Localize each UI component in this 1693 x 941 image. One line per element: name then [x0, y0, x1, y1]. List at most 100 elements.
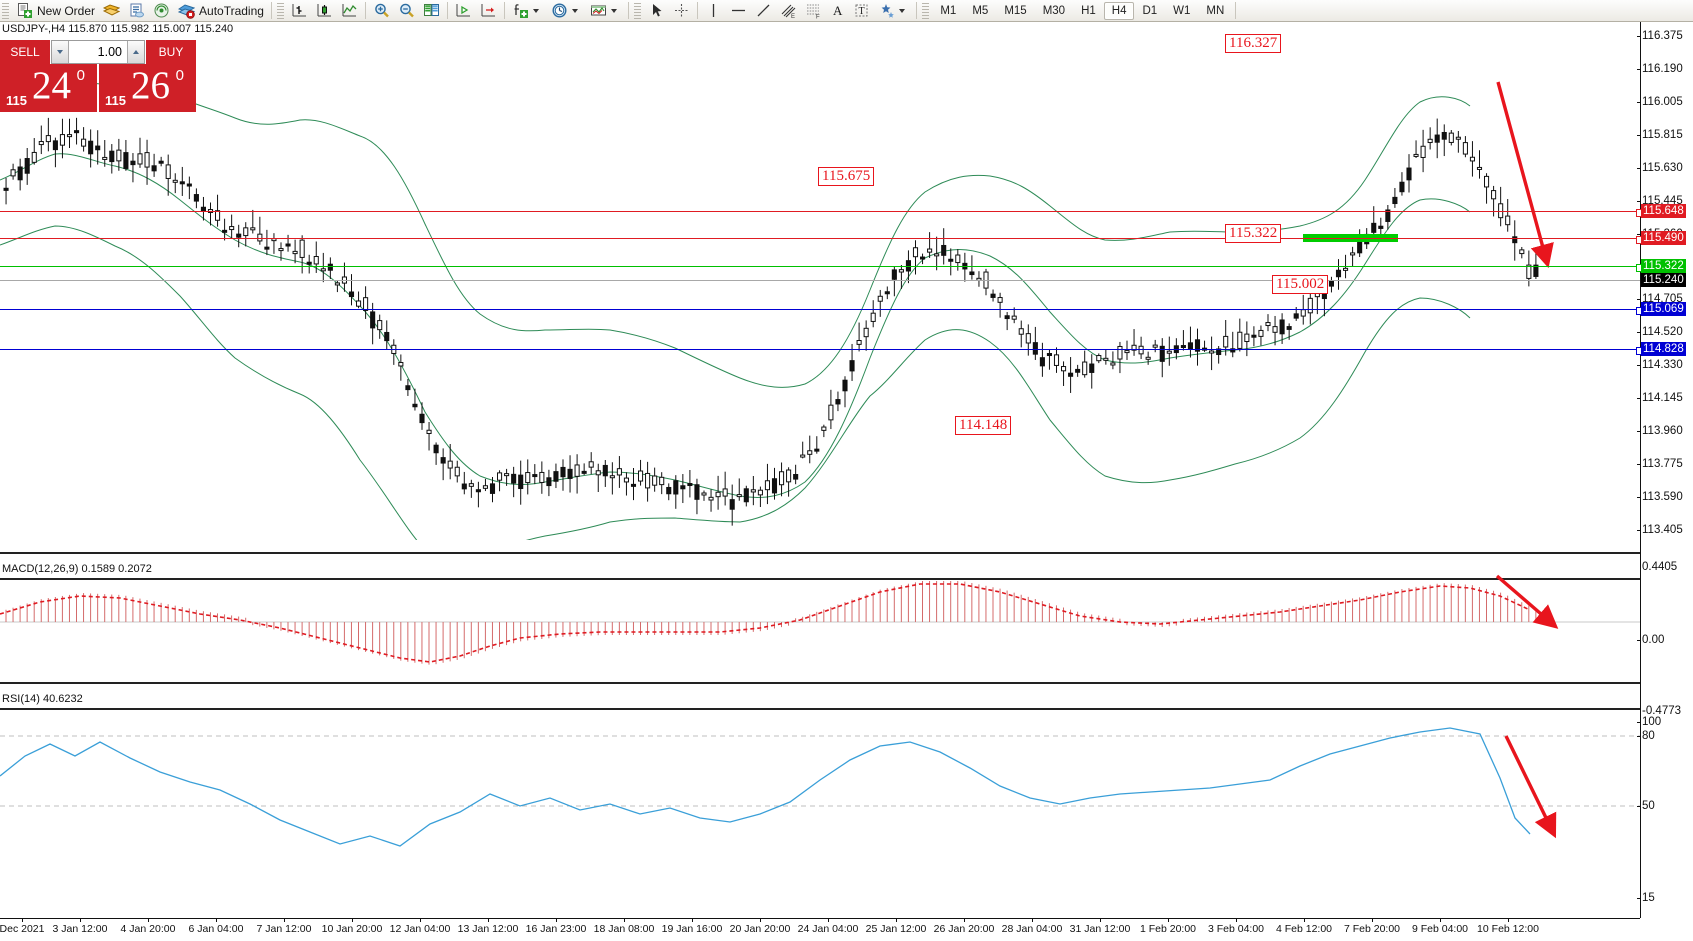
buy-button[interactable]: BUY: [146, 40, 196, 64]
time-tick-mark: [420, 918, 421, 922]
crosshair-button[interactable]: [669, 0, 694, 22]
new-order-button[interactable]: New Order: [12, 0, 99, 22]
timeframe-h1[interactable]: H1: [1081, 4, 1096, 17]
buy-price-sup: 0: [175, 67, 184, 84]
candle-body: [891, 269, 897, 280]
price-axis[interactable]: 116.375 116.190 116.005 115.815 115.630 115.4…: [1637, 22, 1693, 940]
chevron-down-icon-4[interactable]: [899, 8, 906, 13]
one-click-trading-panel[interactable]: SELL 1.00 BUY 115 24 0: [0, 40, 196, 112]
price-tag-115322[interactable]: 115.322: [1225, 224, 1282, 243]
buy-price-small: 115: [105, 93, 126, 108]
timeframe-w1[interactable]: W1: [1173, 4, 1191, 17]
text-label-button[interactable]: T: [849, 0, 874, 22]
candle-body: [172, 179, 178, 183]
equidistant-channel-button[interactable]: E: [776, 0, 801, 22]
time-tick: 24 Jan 04:00: [797, 923, 859, 935]
cursor-button[interactable]: [644, 0, 669, 22]
candle-body: [348, 291, 355, 298]
timeframe-h4[interactable]: H4: [1103, 1, 1135, 20]
bar-chart-button[interactable]: [287, 0, 312, 22]
time-tick: 10 Feb 12:00: [1477, 923, 1539, 935]
candle-body: [356, 300, 362, 307]
volume-input[interactable]: 1.00: [69, 41, 127, 63]
candle-body: [1512, 236, 1518, 244]
toolbar-separator-4: [503, 2, 505, 19]
timeframe-m30[interactable]: M30: [1042, 4, 1066, 17]
autotrading-button[interactable]: AutoTrading: [174, 0, 268, 22]
objects-list-button[interactable]: [874, 0, 913, 22]
price-tag-114148[interactable]: 114.148: [955, 416, 1012, 435]
time-axis[interactable]: Dec 2021 3 Jan 12:00 4 Jan 20:00 6 Jan 04:0…: [0, 918, 1640, 941]
timeframe-m5[interactable]: M5: [972, 4, 989, 17]
candle-body: [1272, 326, 1278, 333]
candle-body: [1025, 333, 1031, 344]
toolbar-grip-4[interactable]: [922, 2, 930, 19]
candlestick-chart-button[interactable]: [312, 0, 337, 22]
volume-stepper[interactable]: 1.00: [51, 40, 145, 64]
toolbar-grip-3[interactable]: [633, 2, 641, 19]
chart-window[interactable]: USDJPY-,H4 115.870 115.982 115.007 115.2…: [0, 22, 1693, 941]
price-tag-115002[interactable]: 115.002: [1272, 275, 1329, 294]
new-order-icon: [16, 2, 33, 19]
toolbar-separator-7: [916, 2, 918, 19]
data-window-button[interactable]: [124, 0, 149, 22]
timeframe-m1[interactable]: M1: [940, 4, 957, 17]
pane-separator-macd[interactable]: [0, 552, 1640, 554]
timeframe-m15[interactable]: M15: [1004, 4, 1027, 17]
candle-body: [511, 473, 517, 484]
chevron-down-icon-3[interactable]: [610, 8, 617, 13]
fibonacci-button[interactable]: F: [801, 0, 826, 22]
line-chart-button[interactable]: [337, 0, 362, 22]
toolbar-grip[interactable]: [2, 2, 9, 19]
timeframe-d1[interactable]: D1: [1142, 4, 1158, 17]
templates-button[interactable]: [586, 0, 625, 22]
candle-body: [701, 492, 707, 496]
candle-body: [1039, 357, 1045, 367]
candle-body: [144, 152, 150, 168]
chevron-down-icon[interactable]: [532, 8, 539, 13]
price-tag-115675[interactable]: 115.675: [818, 167, 875, 186]
zoom-in-button[interactable]: [369, 0, 394, 22]
time-tick-mark: [1372, 918, 1373, 922]
text-button[interactable]: A: [826, 0, 849, 22]
timeframe-mn[interactable]: MN: [1206, 4, 1225, 17]
pane-separator-macd-2[interactable]: [0, 578, 1640, 580]
indicators-icon: [512, 2, 529, 19]
candle-body: [1484, 175, 1490, 188]
chevron-down-icon-2[interactable]: [571, 8, 578, 13]
level-line-115648[interactable]: [0, 209, 1644, 217]
candle-body: [1427, 138, 1433, 144]
vertical-line-button[interactable]: [701, 0, 726, 22]
candle-body: [1392, 196, 1398, 205]
periods-button[interactable]: [547, 0, 586, 22]
horizontal-line-button[interactable]: [726, 0, 751, 22]
pane-separator-rsi-2[interactable]: [0, 708, 1640, 710]
toolbar-grip-2[interactable]: [276, 2, 284, 19]
clock-icon: [551, 2, 568, 19]
market-watch-button[interactable]: [99, 0, 124, 22]
navigator-button[interactable]: [149, 0, 174, 22]
level-line-114828[interactable]: [0, 347, 1644, 355]
buy-price[interactable]: 115 26 0: [99, 64, 196, 112]
level-line-115069[interactable]: [0, 307, 1644, 315]
tile-windows-button[interactable]: [419, 0, 444, 22]
candle-body: [38, 141, 44, 146]
candle-body: [419, 413, 425, 424]
level-line-115490[interactable]: [0, 236, 1644, 244]
level-line-115322[interactable]: [0, 264, 1644, 272]
price-tick: 113.960: [1642, 425, 1683, 438]
auto-scroll-button[interactable]: [451, 0, 476, 22]
price-tag-116327[interactable]: 116.327: [1225, 34, 1282, 53]
sell-button[interactable]: SELL: [0, 40, 50, 64]
candle-body: [426, 429, 432, 435]
trendline-button[interactable]: [751, 0, 776, 22]
toolbar-separator-3: [446, 2, 448, 19]
volume-decrement-button[interactable]: [52, 41, 69, 63]
volume-increment-button[interactable]: [127, 41, 144, 63]
indicators-button[interactable]: [508, 0, 547, 22]
sell-price[interactable]: 115 24 0: [0, 64, 97, 112]
pane-separator-rsi[interactable]: [0, 682, 1640, 684]
zoom-out-button[interactable]: [394, 0, 419, 22]
chart-shift-button[interactable]: [476, 0, 501, 22]
candle-body: [186, 183, 192, 187]
